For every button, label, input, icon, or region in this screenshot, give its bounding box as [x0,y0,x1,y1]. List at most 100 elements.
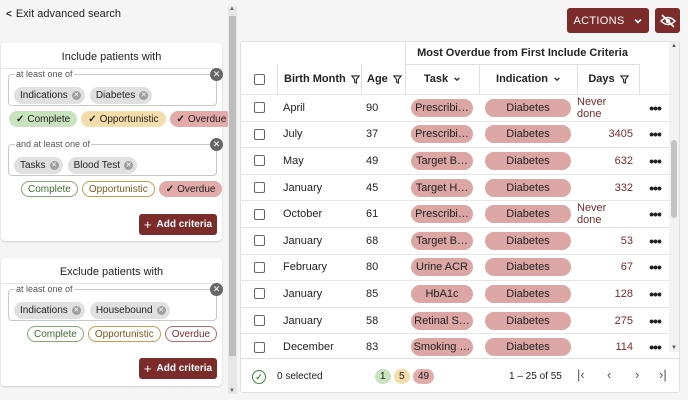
row-checkbox[interactable] [253,261,265,273]
row-checkbox[interactable] [253,128,265,140]
more-options-icon[interactable]: ••• [649,259,662,276]
table-row[interactable]: January 68 Target B… Diabetes 53 ••• [241,227,669,254]
more-options-icon[interactable]: ••• [649,312,662,329]
add-exclude-criteria-button[interactable]: + Add criteria [139,358,217,379]
column-task[interactable]: Task [405,64,479,94]
indication-pill[interactable]: Diabetes [485,258,571,277]
status-complete[interactable]: ✓ Complete [9,111,78,127]
filter-icon[interactable] [350,74,360,84]
chip-tasks[interactable]: Tasks ✕ [14,157,63,174]
task-pill[interactable]: Prescribi… [411,205,473,224]
table-scrollbar[interactable]: ▲ ▼ [669,42,679,352]
table-row[interactable]: April 90 Prescribi… Diabetes Never done ••• [241,94,669,121]
column-birth-month[interactable]: Birth Month [277,64,361,94]
left-scrollbar[interactable]: ▲ ▼ [228,6,237,394]
filter-icon[interactable] [392,74,402,84]
chip-blood-test[interactable]: Blood Test ✕ [67,157,138,174]
task-pill[interactable]: Target B… [411,151,473,170]
indication-pill[interactable]: Diabetes [485,178,571,197]
indication-pill[interactable]: Diabetes [485,98,571,117]
table-row[interactable]: January 85 HbA1c Diabetes 128 ••• [241,280,669,307]
table-row[interactable]: January 45 Target H… Diabetes 332 ••• [241,173,669,201]
previous-page-icon[interactable]: ‹ [607,367,612,382]
task-pill[interactable]: Target H… [411,178,473,197]
chip-remove-icon[interactable]: ✕ [49,161,59,170]
table-row[interactable]: January 58 Retinal S… Diabetes 275 ••• [241,306,669,334]
table-row[interactable]: December 83 Smoking … Diabetes 114 ••• [241,333,669,360]
row-checkbox[interactable] [253,315,265,327]
row-checkbox[interactable] [253,102,265,114]
last-page-icon[interactable]: ›| [659,367,667,382]
more-options-icon[interactable]: ••• [649,152,662,169]
indication-pill[interactable]: Diabetes [485,231,571,250]
row-checkbox[interactable] [253,155,265,167]
indication-pill[interactable]: Diabetes [485,284,571,303]
column-indication[interactable]: Indication [479,64,577,94]
hide-identifiers-button[interactable] [655,8,680,33]
first-page-icon[interactable]: |‹ [577,367,585,382]
more-options-icon[interactable]: ••• [649,179,662,196]
indication-pill[interactable]: Diabetes [485,125,571,144]
row-checkbox[interactable] [253,341,265,353]
select-all-checkbox[interactable] [253,73,265,85]
column-days[interactable]: Days [577,64,639,94]
task-pill[interactable]: Prescribi… [411,125,473,144]
status-opportunistic[interactable]: ✓ Opportunistic [81,111,166,127]
chip-indications[interactable]: Indications ✕ [14,87,85,104]
status-opportunistic[interactable]: Opportunistic [87,326,161,342]
exit-advanced-search-link[interactable]: < Exit advanced search [6,8,121,20]
task-pill[interactable]: HbA1c [411,284,473,303]
chip-remove-icon[interactable]: ✕ [71,91,81,100]
column-age[interactable]: Age [361,64,405,94]
status-overdue[interactable]: ✓ Overdue [169,111,234,127]
status-complete[interactable]: Complete [27,326,84,342]
indication-pill[interactable]: Diabetes [485,205,571,224]
scroll-thumb[interactable] [671,140,677,218]
chip-remove-icon[interactable]: ✕ [124,161,134,170]
more-options-icon[interactable]: ••• [649,339,662,356]
task-pill[interactable]: Smoking … [411,338,473,357]
chevron-down-icon[interactable] [553,75,561,83]
row-checkbox[interactable] [253,208,265,220]
more-options-icon[interactable]: ••• [649,126,662,143]
remove-group-icon[interactable]: ✕ [210,283,223,296]
chevron-down-icon[interactable] [453,75,461,83]
row-checkbox[interactable] [253,235,265,247]
chip-indications[interactable]: Indications ✕ [14,302,85,319]
chip-housebound[interactable]: Housebound ✕ [89,302,170,319]
chip-remove-icon[interactable]: ✕ [71,306,81,315]
table-row[interactable]: July 37 Prescribi… Diabetes 3405 ••• [241,120,669,148]
task-pill[interactable]: Urine ACR [411,258,473,277]
task-pill[interactable]: Prescribi… [411,98,473,117]
table-row[interactable]: May 49 Target B… Diabetes 632 ••• [241,147,669,174]
row-checkbox[interactable] [253,288,265,300]
indication-pill[interactable]: Diabetes [485,151,571,170]
scroll-up-icon[interactable]: ▲ [671,43,677,49]
task-pill[interactable]: Retinal S… [411,311,473,330]
table-row[interactable]: October 61 Prescribi… Diabetes Never done ••• [241,200,669,227]
row-checkbox[interactable] [253,182,265,194]
chip-diabetes[interactable]: Diabetes ✕ [89,87,153,104]
more-options-icon[interactable]: ••• [649,206,662,223]
chip-remove-icon[interactable]: ✕ [156,306,166,315]
more-options-icon[interactable]: ••• [649,99,662,116]
indication-pill[interactable]: Diabetes [485,311,571,330]
next-page-icon[interactable]: › [635,367,640,382]
status-opportunistic[interactable]: Opportunistic [81,181,155,197]
scroll-thumb[interactable] [229,16,236,356]
indication-pill[interactable]: Diabetes [485,338,571,357]
actions-button[interactable]: ACTIONS [567,8,649,33]
status-complete[interactable]: Complete [21,181,78,197]
status-overdue[interactable]: ✓ Overdue [158,181,223,197]
scroll-down-icon[interactable]: ▼ [671,345,677,351]
add-include-criteria-button[interactable]: + Add criteria [139,214,217,235]
task-pill[interactable]: Target B… [411,231,473,250]
remove-group-icon[interactable]: ✕ [210,138,223,151]
remove-group-icon[interactable]: ✕ [210,68,223,81]
scroll-up-icon[interactable]: ▲ [229,6,235,12]
scroll-down-icon[interactable]: ▼ [229,388,235,394]
table-row[interactable]: February 80 Urine ACR Diabetes 67 ••• [241,253,669,281]
more-options-icon[interactable]: ••• [649,232,662,249]
more-options-icon[interactable]: ••• [649,285,662,302]
chip-remove-icon[interactable]: ✕ [139,91,149,100]
